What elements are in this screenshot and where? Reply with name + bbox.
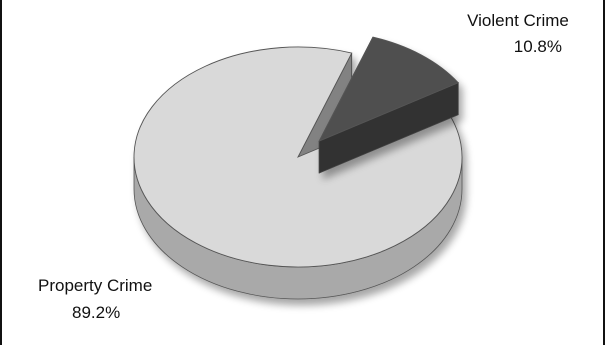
violent-crime-value: 10.8% [514, 37, 562, 56]
property-crime-value: 89.2% [72, 303, 120, 322]
property-crime-label: Property Crime [38, 276, 152, 295]
property-crime-top-face [133, 46, 463, 268]
violent-crime-top-face [318, 36, 460, 142]
violent-crime-label: Violent Crime [467, 11, 569, 30]
violent-crime-slice [318, 36, 460, 174]
